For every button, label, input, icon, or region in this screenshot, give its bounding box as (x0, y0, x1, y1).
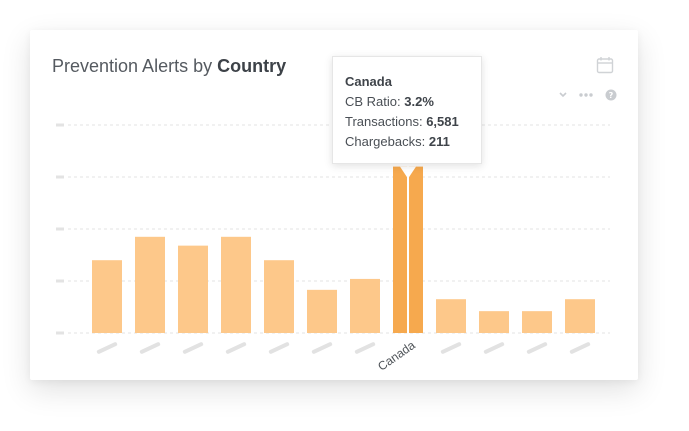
x-tick-placeholder (440, 342, 462, 354)
help-icon[interactable]: ? (604, 88, 618, 107)
x-tick-placeholder (96, 342, 118, 354)
chart-title: Prevention Alerts by Country (52, 56, 286, 77)
bar (178, 245, 208, 333)
chart-card: Prevention Alerts by Country ? Canada Ca… (30, 30, 638, 380)
x-tick-placeholder (225, 342, 247, 354)
x-tick-placeholder (354, 342, 376, 354)
tooltip-value: 211 (428, 134, 450, 149)
tooltip-label: Chargebacks: (345, 134, 426, 149)
chevron-down-icon[interactable] (558, 88, 568, 107)
bar (350, 278, 380, 333)
bar-chart: Canada (56, 123, 610, 374)
x-tick-placeholder (526, 342, 548, 354)
y-tick-mark (56, 123, 64, 127)
x-tick-placeholder (268, 342, 290, 354)
x-tick-placeholder (139, 342, 161, 354)
calendar-icon[interactable] (596, 56, 614, 74)
bar-notch (400, 166, 416, 179)
x-tick-placeholder (311, 342, 333, 354)
x-tick-placeholder (483, 342, 505, 354)
y-tick-mark (56, 227, 64, 231)
bar (307, 289, 337, 333)
y-tick-mark (56, 331, 64, 335)
x-tick-label: Canada (375, 338, 418, 374)
svg-text:?: ? (609, 91, 614, 100)
bar (92, 260, 122, 333)
tooltip-label: CB Ratio: (345, 94, 401, 109)
y-tick-mark (56, 279, 64, 283)
bar (221, 236, 251, 333)
bar (264, 260, 294, 333)
tooltip-country: Canada (345, 74, 392, 89)
bar (479, 311, 509, 333)
chart-title-emphasis: Country (217, 56, 287, 76)
x-tick-placeholder (182, 342, 204, 354)
tooltip-row-transactions: Transactions: 6,581 (345, 112, 481, 132)
tooltip-value: 6,581 (426, 114, 459, 129)
chart-title-prefix: Prevention Alerts by (52, 56, 213, 76)
tooltip-row-cb-ratio: CB Ratio: 3.2% (345, 92, 481, 112)
chart-tooltip: Canada CB Ratio: 3.2% Transactions: 6,58… (332, 56, 482, 164)
tooltip-row-chargebacks: Chargebacks: 211 (345, 132, 481, 152)
bar (436, 299, 466, 333)
bar (522, 311, 552, 333)
x-tick-placeholder (569, 342, 591, 354)
bar (135, 236, 165, 333)
y-tick-mark (56, 175, 64, 179)
tooltip-value: 3.2% (404, 94, 434, 109)
more-dots-icon[interactable] (578, 88, 594, 107)
tooltip-label: Transactions: (345, 114, 423, 129)
bar (565, 299, 595, 333)
